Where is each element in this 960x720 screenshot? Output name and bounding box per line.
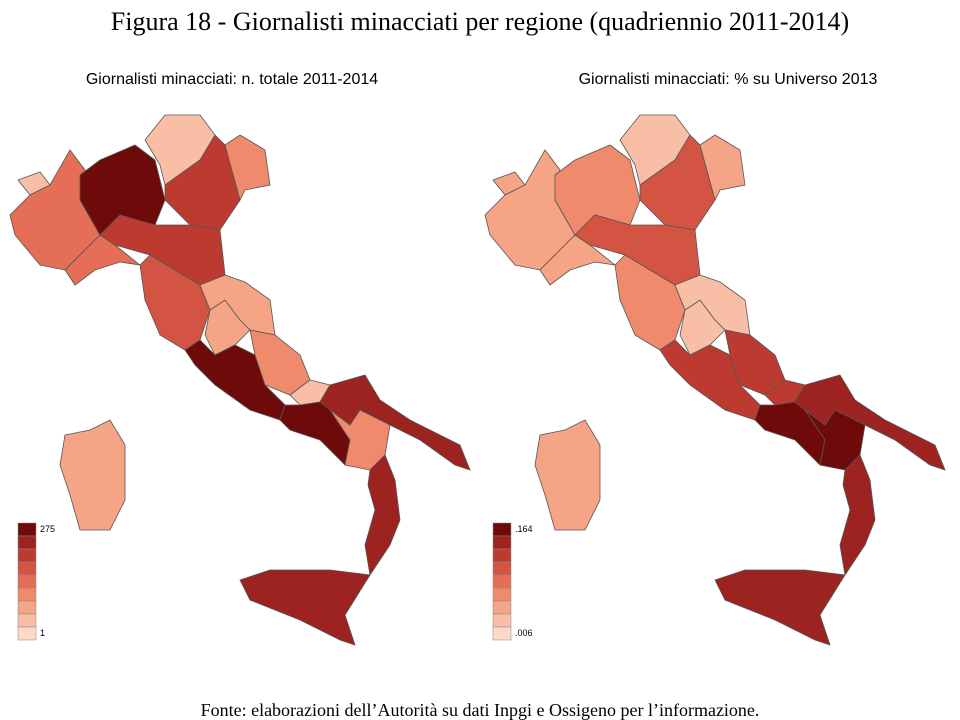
legend-swatch [17,561,37,576]
legend-swatch [17,574,37,589]
region [184,339,286,421]
legend: 275 1 [17,522,55,641]
legend-swatch [17,600,37,615]
legend-swatch [17,613,37,628]
region [674,274,751,336]
region [534,419,601,531]
legend-swatch [17,626,37,641]
region [839,454,876,577]
legend-swatch [492,600,512,615]
legend-swatch [492,548,512,563]
legend-swatch [492,535,512,550]
legend-swatch [17,535,37,550]
legend: .164 .006 [492,522,533,641]
region [659,339,761,421]
maps: 275 1 .164 .006 [9,114,946,646]
legend-max-label: 275 [40,524,55,534]
region [79,144,166,236]
legend-min-label: .006 [515,628,533,638]
region [99,214,226,286]
legend-max-label: .164 [515,524,533,534]
figure-title: Figura 18 - Giornalisti minacciati per r… [111,7,849,36]
region [714,569,846,646]
region [239,569,371,646]
region [59,419,126,531]
legend-swatch [492,522,512,537]
choropleth-map: 275 1 [9,114,471,646]
map-subtitle: Giornalisti minacciati: n. totale 2011-2… [86,71,378,88]
choropleth-map: .164 .006 [484,114,946,646]
map-subtitle: Giornalisti minacciati: % su Universo 20… [579,71,878,88]
legend-swatch [17,587,37,602]
legend-swatch [492,574,512,589]
source-note: Fonte: elaborazioni dell’Autorità su dat… [201,700,760,720]
legend-min-label: 1 [40,628,45,638]
legend-swatch [492,613,512,628]
legend-swatch [17,548,37,563]
legend-swatch [492,626,512,641]
region [554,144,641,236]
legend-swatch [492,587,512,602]
region [224,134,271,202]
region [699,134,746,202]
legend-swatch [17,522,37,537]
region [364,454,401,577]
region [199,274,276,336]
legend-swatch [492,561,512,576]
region [574,214,701,286]
